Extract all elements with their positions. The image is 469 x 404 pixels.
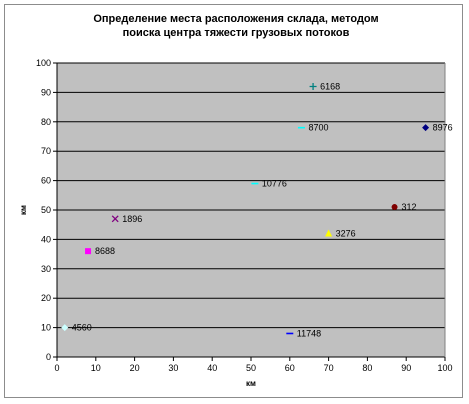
x-tick-label: 60: [285, 363, 295, 373]
data-point: 8976: [422, 123, 453, 133]
y-tick-label: 70: [41, 146, 51, 156]
y-tick-label: 40: [41, 234, 51, 244]
point-label: 8688: [95, 246, 115, 256]
point-marker: [422, 124, 430, 132]
x-tick-labels: 0 10 20 30 40 50 60 70 80 90 100: [54, 363, 452, 373]
point-marker: [309, 83, 317, 91]
point-label: 8700: [308, 123, 328, 133]
x-tick-label: 70: [324, 363, 334, 373]
y-axis-label: км: [19, 205, 28, 215]
y-tick-label: 50: [41, 205, 51, 215]
y-tick-labels: 0 10 20 30 40 50 60 70 80 90 100: [36, 58, 51, 362]
x-tick-label: 10: [91, 363, 101, 373]
x-tick-label: 90: [401, 363, 411, 373]
y-tick-label: 80: [41, 117, 51, 127]
y-tick-label: 0: [46, 352, 51, 362]
axes: [53, 62, 446, 361]
x-tick-label: 40: [207, 363, 217, 373]
point-label: 10776: [262, 179, 287, 189]
point-label: 6168: [320, 82, 340, 92]
x-tick-label: 0: [54, 363, 59, 373]
data-point: 10776: [251, 179, 287, 189]
data-point: 6168: [309, 82, 340, 92]
point-label: 4560: [72, 323, 92, 333]
point-label: 312: [402, 202, 417, 212]
data-points: 4560 8688 1896 10776 11748 8700 6168 3276 312 897…: [61, 82, 453, 338]
data-point: 1896: [111, 214, 142, 224]
grid-lines: [57, 62, 445, 329]
point-label: 8976: [433, 123, 453, 133]
point-label: 11748: [297, 328, 321, 338]
x-tick-label: 80: [362, 363, 372, 373]
data-point: 11748: [286, 328, 321, 338]
point-marker: [391, 204, 398, 211]
chart-title-line-1: Определение места расположения склада, м…: [93, 13, 378, 25]
x-tick-label: 30: [168, 363, 178, 373]
data-point: 312: [391, 202, 417, 212]
y-tick-label: 10: [41, 323, 51, 333]
data-point: 4560: [61, 323, 92, 333]
x-tick-label: 100: [437, 363, 452, 373]
point-label: 3276: [336, 229, 356, 239]
y-tick-label: 90: [41, 87, 51, 97]
x-axis-label: км: [246, 379, 256, 388]
y-tick-label: 100: [36, 58, 51, 68]
point-label: 1896: [122, 214, 142, 224]
point-marker: [85, 248, 92, 255]
point-marker: [111, 215, 119, 223]
data-point: 8688: [85, 246, 115, 256]
x-tick-label: 50: [246, 363, 256, 373]
x-tick-label: 20: [130, 363, 140, 373]
y-tick-label: 60: [41, 176, 51, 186]
point-marker: [61, 324, 69, 332]
data-point: 3276: [325, 229, 356, 239]
data-point: 8700: [297, 123, 328, 133]
y-tick-label: 20: [41, 293, 51, 303]
y-tick-label: 30: [41, 264, 51, 274]
chart-title-line-2: поиска центра тяжести грузовых потоков: [123, 27, 350, 39]
point-marker: [325, 229, 333, 237]
